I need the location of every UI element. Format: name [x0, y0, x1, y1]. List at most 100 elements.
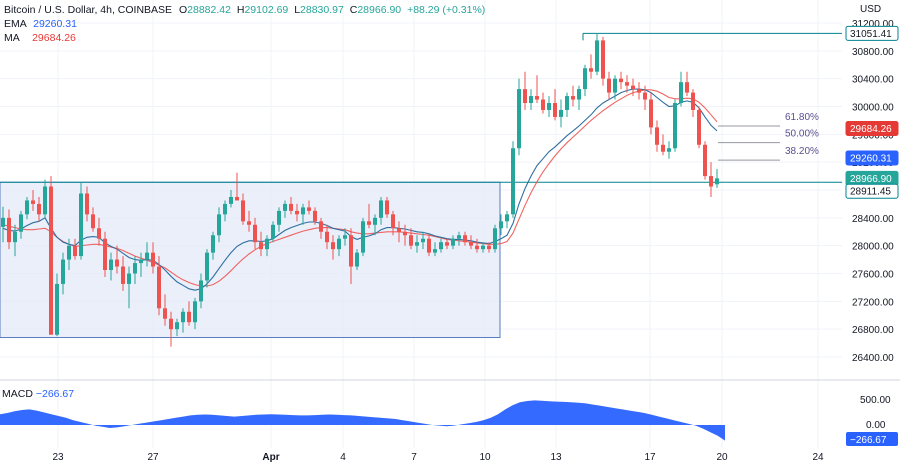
candle-body: [685, 82, 689, 93]
candle-body: [349, 235, 353, 267]
close-value: 28966.90: [357, 4, 402, 16]
candle-body: [595, 40, 599, 72]
price-badge-bg: [845, 183, 899, 199]
candle-body: [241, 200, 245, 222]
candle-body: [409, 235, 413, 246]
candle-body: [85, 193, 89, 215]
candle: [553, 89, 557, 121]
candle: [121, 256, 125, 291]
price-badge-hline: 31051.41: [845, 25, 899, 41]
candle: [145, 242, 149, 267]
candle-body: [145, 252, 149, 260]
candle: [445, 238, 449, 250]
price-badge-text: 29260.31: [850, 153, 892, 164]
candle: [451, 235, 455, 250]
candle-body: [493, 228, 497, 250]
candle: [67, 238, 71, 271]
symbol-title: Bitcoin / U.S. Dollar, 4h, COINBASE: [4, 4, 173, 16]
candle: [385, 196, 389, 218]
candle: [151, 242, 155, 274]
candle: [493, 224, 497, 253]
high-label: H: [236, 4, 245, 16]
candle: [469, 235, 473, 250]
price-badge-text: 31051.41: [850, 29, 892, 40]
candle: [289, 196, 293, 215]
candle-body: [559, 109, 563, 117]
price-labels: 31051.41 29684.26 29260.31 28966.90 28911.45: [845, 25, 899, 199]
consolidation-range-box[interactable]: [0, 181, 501, 339]
candle-body: [577, 89, 581, 100]
time-tick-label: Apr: [262, 452, 279, 463]
candle-body: [469, 242, 473, 246]
candle-body: [331, 242, 335, 250]
candle: [565, 92, 569, 117]
candle: [163, 294, 167, 326]
candle-body: [607, 78, 611, 93]
candle-body: [445, 242, 449, 246]
ma-legend[interactable]: MA 29684.26: [4, 32, 76, 45]
candle-body: [703, 144, 707, 177]
candle: [91, 207, 95, 232]
candle-body: [277, 210, 281, 225]
high-value: 29102.69: [244, 4, 289, 16]
candle-body: [625, 82, 629, 86]
price-axis: USD31200.0030800.0030400.0030000.0029600…: [846, 4, 898, 446]
ema-label: EMA: [4, 18, 27, 30]
candle-body: [415, 242, 419, 246]
candle: [325, 224, 329, 250]
candle-body: [97, 228, 101, 239]
candle: [589, 54, 593, 79]
price-badge-bg: [845, 25, 899, 41]
candle-body: [679, 82, 683, 104]
candle-body: [325, 231, 329, 243]
time-tick-label: 27: [147, 452, 159, 463]
candle-body: [1, 217, 5, 227]
candle-body: [283, 203, 287, 211]
candle-body: [553, 103, 557, 117]
candle: [133, 256, 137, 284]
candle: [259, 231, 263, 257]
candle: [235, 172, 239, 201]
ema-legend[interactable]: EMA 29260.31: [4, 18, 77, 31]
candle: [643, 85, 647, 110]
candle: [661, 134, 665, 156]
candle: [379, 196, 383, 225]
candle-body: [61, 259, 65, 284]
macd-pane: [0, 400, 725, 441]
candle-body: [157, 266, 161, 309]
close-label: C: [349, 4, 358, 16]
candle-body: [355, 252, 359, 267]
candle: [217, 207, 221, 243]
candle: [37, 196, 41, 222]
candle-body: [79, 193, 83, 257]
ema-line: [2, 88, 718, 291]
candle-body: [385, 200, 389, 215]
candle-body: [427, 238, 431, 253]
candle-body: [691, 92, 695, 110]
ma-layer: [2, 88, 718, 291]
candle: [697, 106, 701, 149]
candle-body: [19, 214, 23, 232]
candle: [703, 141, 707, 180]
candle: [307, 200, 311, 215]
price-badge-ma: 29684.26: [845, 120, 899, 136]
candle-body: [265, 238, 269, 250]
low-label: L: [294, 4, 301, 16]
candle: [25, 196, 29, 220]
time-tick-label: 17: [644, 452, 656, 463]
candle-body: [49, 186, 53, 335]
price-tick-label: 26400.00: [852, 353, 894, 364]
price-badge-bg: [845, 150, 899, 166]
candle-body: [535, 96, 539, 100]
candle-body: [529, 96, 533, 104]
candle: [85, 186, 89, 222]
candle: [571, 85, 575, 107]
price-tick-label: 27200.00: [852, 297, 894, 308]
candle-body: [649, 99, 653, 128]
price-tick-label: 26800.00: [852, 325, 894, 336]
candle-body: [235, 196, 239, 201]
candle: [301, 203, 305, 225]
macd-legend[interactable]: MACD −266.67: [2, 388, 74, 400]
